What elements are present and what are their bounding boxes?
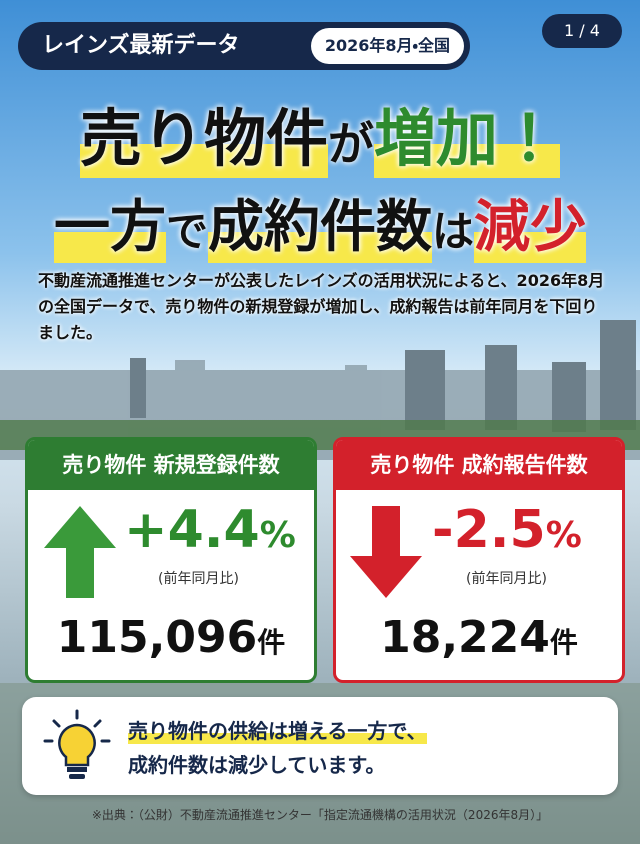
badge: レインズ最新データ 2026年8月・全国	[18, 22, 470, 70]
card-title: 売り物件 成約報告件数	[336, 440, 622, 490]
up-arrow	[44, 506, 116, 598]
count: 18,224件	[336, 612, 622, 663]
headline-line: 一方で成約件数は減少	[0, 182, 640, 263]
headline-line: 売り物件が増加！	[0, 88, 640, 178]
change-value: -2.5	[432, 500, 546, 560]
stat-card: 売り物件 成約報告件数 -2.5% (前年同月比) 18,224件	[333, 437, 625, 683]
change: +4.4%	[124, 500, 296, 560]
bulb-icon	[43, 709, 111, 779]
source-note: ※出典：（公財）不動産流通推進センター「指定流通機構の活用状況（2026年8月）…	[91, 808, 549, 822]
count-unit: 件	[257, 626, 286, 659]
headline-text: 増加！	[374, 88, 561, 178]
headline-text: 減少	[474, 182, 587, 263]
badge-label: レインズ最新データ	[42, 33, 240, 58]
summary-text: 売り物件の供給は増える一方で、	[128, 715, 427, 744]
page-indicator: 1 / 4	[542, 14, 622, 48]
count-value: 115,096	[56, 612, 258, 663]
down-arrow	[350, 506, 422, 598]
count-value: 18,224	[380, 612, 550, 663]
headline-text: 売り物件	[79, 88, 328, 178]
count: 115,096件	[28, 612, 314, 663]
description: 不動産流通推進センターが公表したレインズの活用状況によると、2026年8月の全国…	[38, 271, 605, 342]
change-note: (前年同月比)	[466, 571, 547, 587]
change-note: (前年同月比)	[158, 571, 239, 587]
change-unit: %	[545, 515, 582, 556]
summary-text: 成約件数は減少しています。	[128, 753, 386, 777]
count-unit: 件	[549, 626, 578, 659]
badge-period: 2026年8月・全国	[310, 28, 464, 64]
headline-text: が	[328, 117, 374, 171]
card-title: 売り物件 新規登録件数	[28, 440, 314, 490]
headline-text: 一方	[53, 182, 166, 263]
stat-card: 売り物件 新規登録件数 +4.4% (前年同月比) 115,096件	[25, 437, 317, 683]
change-value: +4.4	[124, 500, 260, 560]
change: -2.5%	[432, 500, 582, 560]
headline-text: 成約件数	[208, 182, 432, 263]
headline-text: は	[432, 207, 475, 256]
change-unit: %	[259, 515, 296, 556]
summary-box: 売り物件の供給は増える一方で、 成約件数は減少しています。	[22, 697, 618, 795]
headline-text: で	[165, 207, 208, 256]
